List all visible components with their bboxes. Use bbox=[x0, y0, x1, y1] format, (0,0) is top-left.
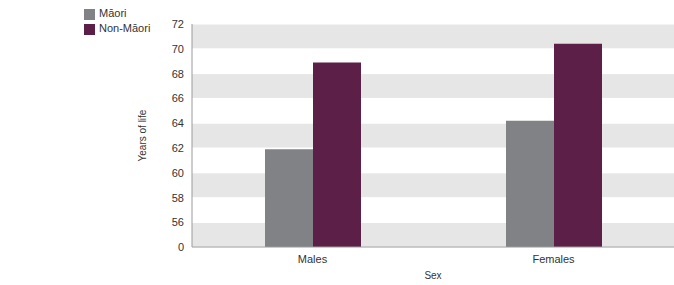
svg-text:72: 72 bbox=[172, 18, 184, 30]
svg-text:70: 70 bbox=[172, 43, 184, 55]
svg-text:56: 56 bbox=[172, 216, 184, 228]
svg-text:0: 0 bbox=[178, 241, 184, 253]
svg-text:Males: Males bbox=[298, 253, 328, 265]
svg-text:Sex: Sex bbox=[424, 270, 441, 281]
svg-text:62: 62 bbox=[172, 142, 184, 154]
svg-text:68: 68 bbox=[172, 68, 184, 80]
svg-text:64: 64 bbox=[172, 117, 184, 129]
svg-text:60: 60 bbox=[172, 167, 184, 179]
html-text:Māori: Māori bbox=[99, 7, 127, 19]
svg-text:Females: Females bbox=[532, 253, 575, 265]
svg-text:66: 66 bbox=[172, 92, 184, 104]
svg-text:58: 58 bbox=[172, 192, 184, 204]
svg-text:Years of life: Years of life bbox=[137, 109, 148, 161]
html-text:Non-Māori: Non-Māori bbox=[99, 22, 151, 34]
